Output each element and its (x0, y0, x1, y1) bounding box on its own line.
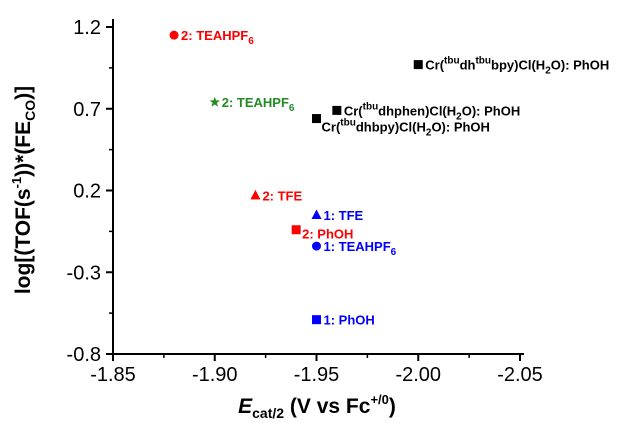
y-tick-label: -0.3 (67, 262, 101, 284)
x-tick-label: -1.90 (192, 364, 238, 386)
point-label: Cr(tbudhphen)Cl(H2O): PhOH (344, 101, 520, 122)
point-label: 1: PhOH (324, 313, 375, 328)
chart-marks (169, 30, 423, 325)
point-label: 2: TFE (262, 188, 302, 203)
x-tick-label: -2.05 (497, 364, 543, 386)
data-point-triangle (311, 209, 322, 220)
point-label: 2: PhOH (302, 227, 353, 242)
y-tick-label: 0.2 (73, 181, 101, 203)
x-tick-label: -1.95 (294, 364, 340, 386)
data-point-star (209, 96, 220, 107)
point-label: Cr(tbudhtbubpy)Cl(H2O): PhOH (425, 56, 609, 77)
chart-axes (112, 19, 524, 355)
point-label: 1: TEAHPF6 (324, 239, 397, 258)
data-point-circle (169, 30, 179, 40)
point-label: 1: TFE (324, 208, 364, 223)
chart-ticks: -1.85 -1.90 -1.95 -2.00 -2.05 -0.8 -0.3 0.2 0.7 1… (67, 17, 543, 386)
data-point-square (413, 60, 423, 70)
y-tick-label: -0.8 (67, 344, 101, 366)
x-tick-label: -2.00 (395, 364, 441, 386)
data-point-triangle (250, 189, 261, 200)
y-tick-label: 1.2 (73, 17, 101, 39)
data-point-circle (312, 241, 321, 251)
x-tick-label: -1.85 (90, 364, 136, 386)
point-label: 2: TEAHPF6 (181, 28, 254, 47)
data-point-square (291, 225, 301, 235)
x-axis-title: Ecat/2 (V vs Fc+/0) (238, 392, 396, 421)
data-point-square (312, 114, 321, 124)
y-axis-title: log[(TOF(s-1))*(FECO)] (9, 86, 38, 294)
data-point-square (312, 315, 321, 325)
point-label: Cr(tbudhbpy)Cl(H2O): PhOH (322, 118, 490, 139)
point-label: 2: TEAHPF6 (222, 95, 295, 114)
point-labels: 2: TEAHPF6 2: TEAHPF6 2: TFE 2: PhOH 1: TFE 1… (181, 28, 609, 327)
y-tick-label: 0.7 (73, 99, 101, 121)
data-point-square (332, 105, 342, 115)
